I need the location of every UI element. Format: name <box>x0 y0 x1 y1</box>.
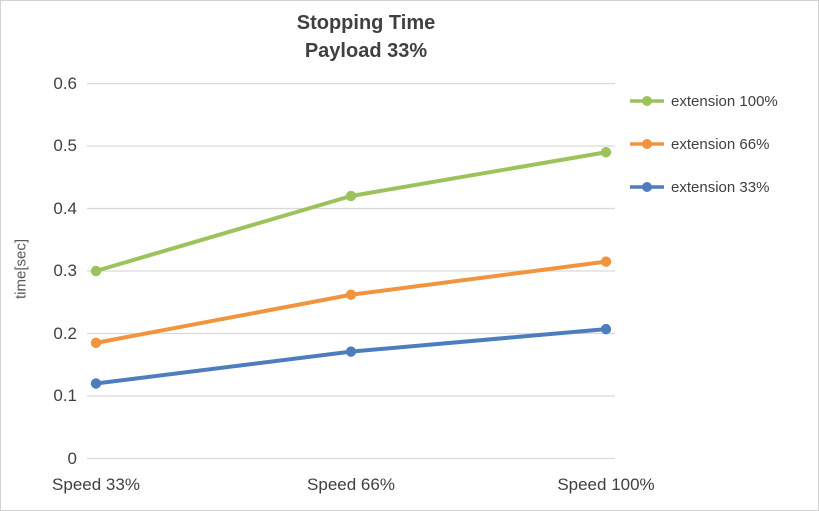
data-point-marker <box>90 265 102 277</box>
y-tick-label: 0.1 <box>53 386 77 405</box>
legend-swatch-icon <box>630 96 664 106</box>
y-tick-label: 0.6 <box>53 73 77 93</box>
legend-label: extension 66% <box>671 135 770 153</box>
legend-swatch-icon <box>630 139 664 149</box>
y-tick-label: 0.2 <box>53 323 77 343</box>
chart-subtitle: Payload 33% <box>304 40 428 62</box>
legend: extension 100% extension 66% extension 33% <box>629 89 815 218</box>
legend-item-extension-100-: extension 100% <box>629 89 815 113</box>
series-line-extension-100- <box>94 150 608 273</box>
legend-label: extension 100% <box>671 92 778 110</box>
plot-area <box>87 82 615 460</box>
data-point-marker <box>600 256 612 267</box>
data-point-marker <box>90 378 102 389</box>
data-point-marker <box>345 289 357 300</box>
legend-label: extension 33% <box>671 178 770 196</box>
series-line-extension-66- <box>94 259 608 345</box>
data-point-marker <box>600 147 612 158</box>
legend-swatch-icon <box>630 182 664 192</box>
legend-item-extension-66-: extension 66% <box>629 132 815 156</box>
data-point-marker <box>90 337 102 349</box>
x-axis-ticks: Speed 33% Speed 66% Speed 100% <box>52 475 655 499</box>
legend-item-extension-33-: extension 33% <box>629 175 815 199</box>
x-tick-label: Speed 66% <box>307 475 395 494</box>
chart-title: Stopping Time <box>296 12 436 34</box>
chart-title-block: Stopping Time Payload 33% <box>1 9 731 65</box>
y-tick-label: 0.4 <box>53 198 77 218</box>
x-tick-label: Speed 33% <box>52 475 140 494</box>
y-tick-label: 0.3 <box>53 261 77 280</box>
y-tick-label: 0 <box>67 448 77 468</box>
data-point-marker <box>600 323 612 335</box>
x-tick-label: Speed 100% <box>557 475 655 494</box>
data-point-marker <box>345 346 357 357</box>
y-tick-label: 0.5 <box>53 136 77 155</box>
data-point-marker <box>345 190 357 202</box>
